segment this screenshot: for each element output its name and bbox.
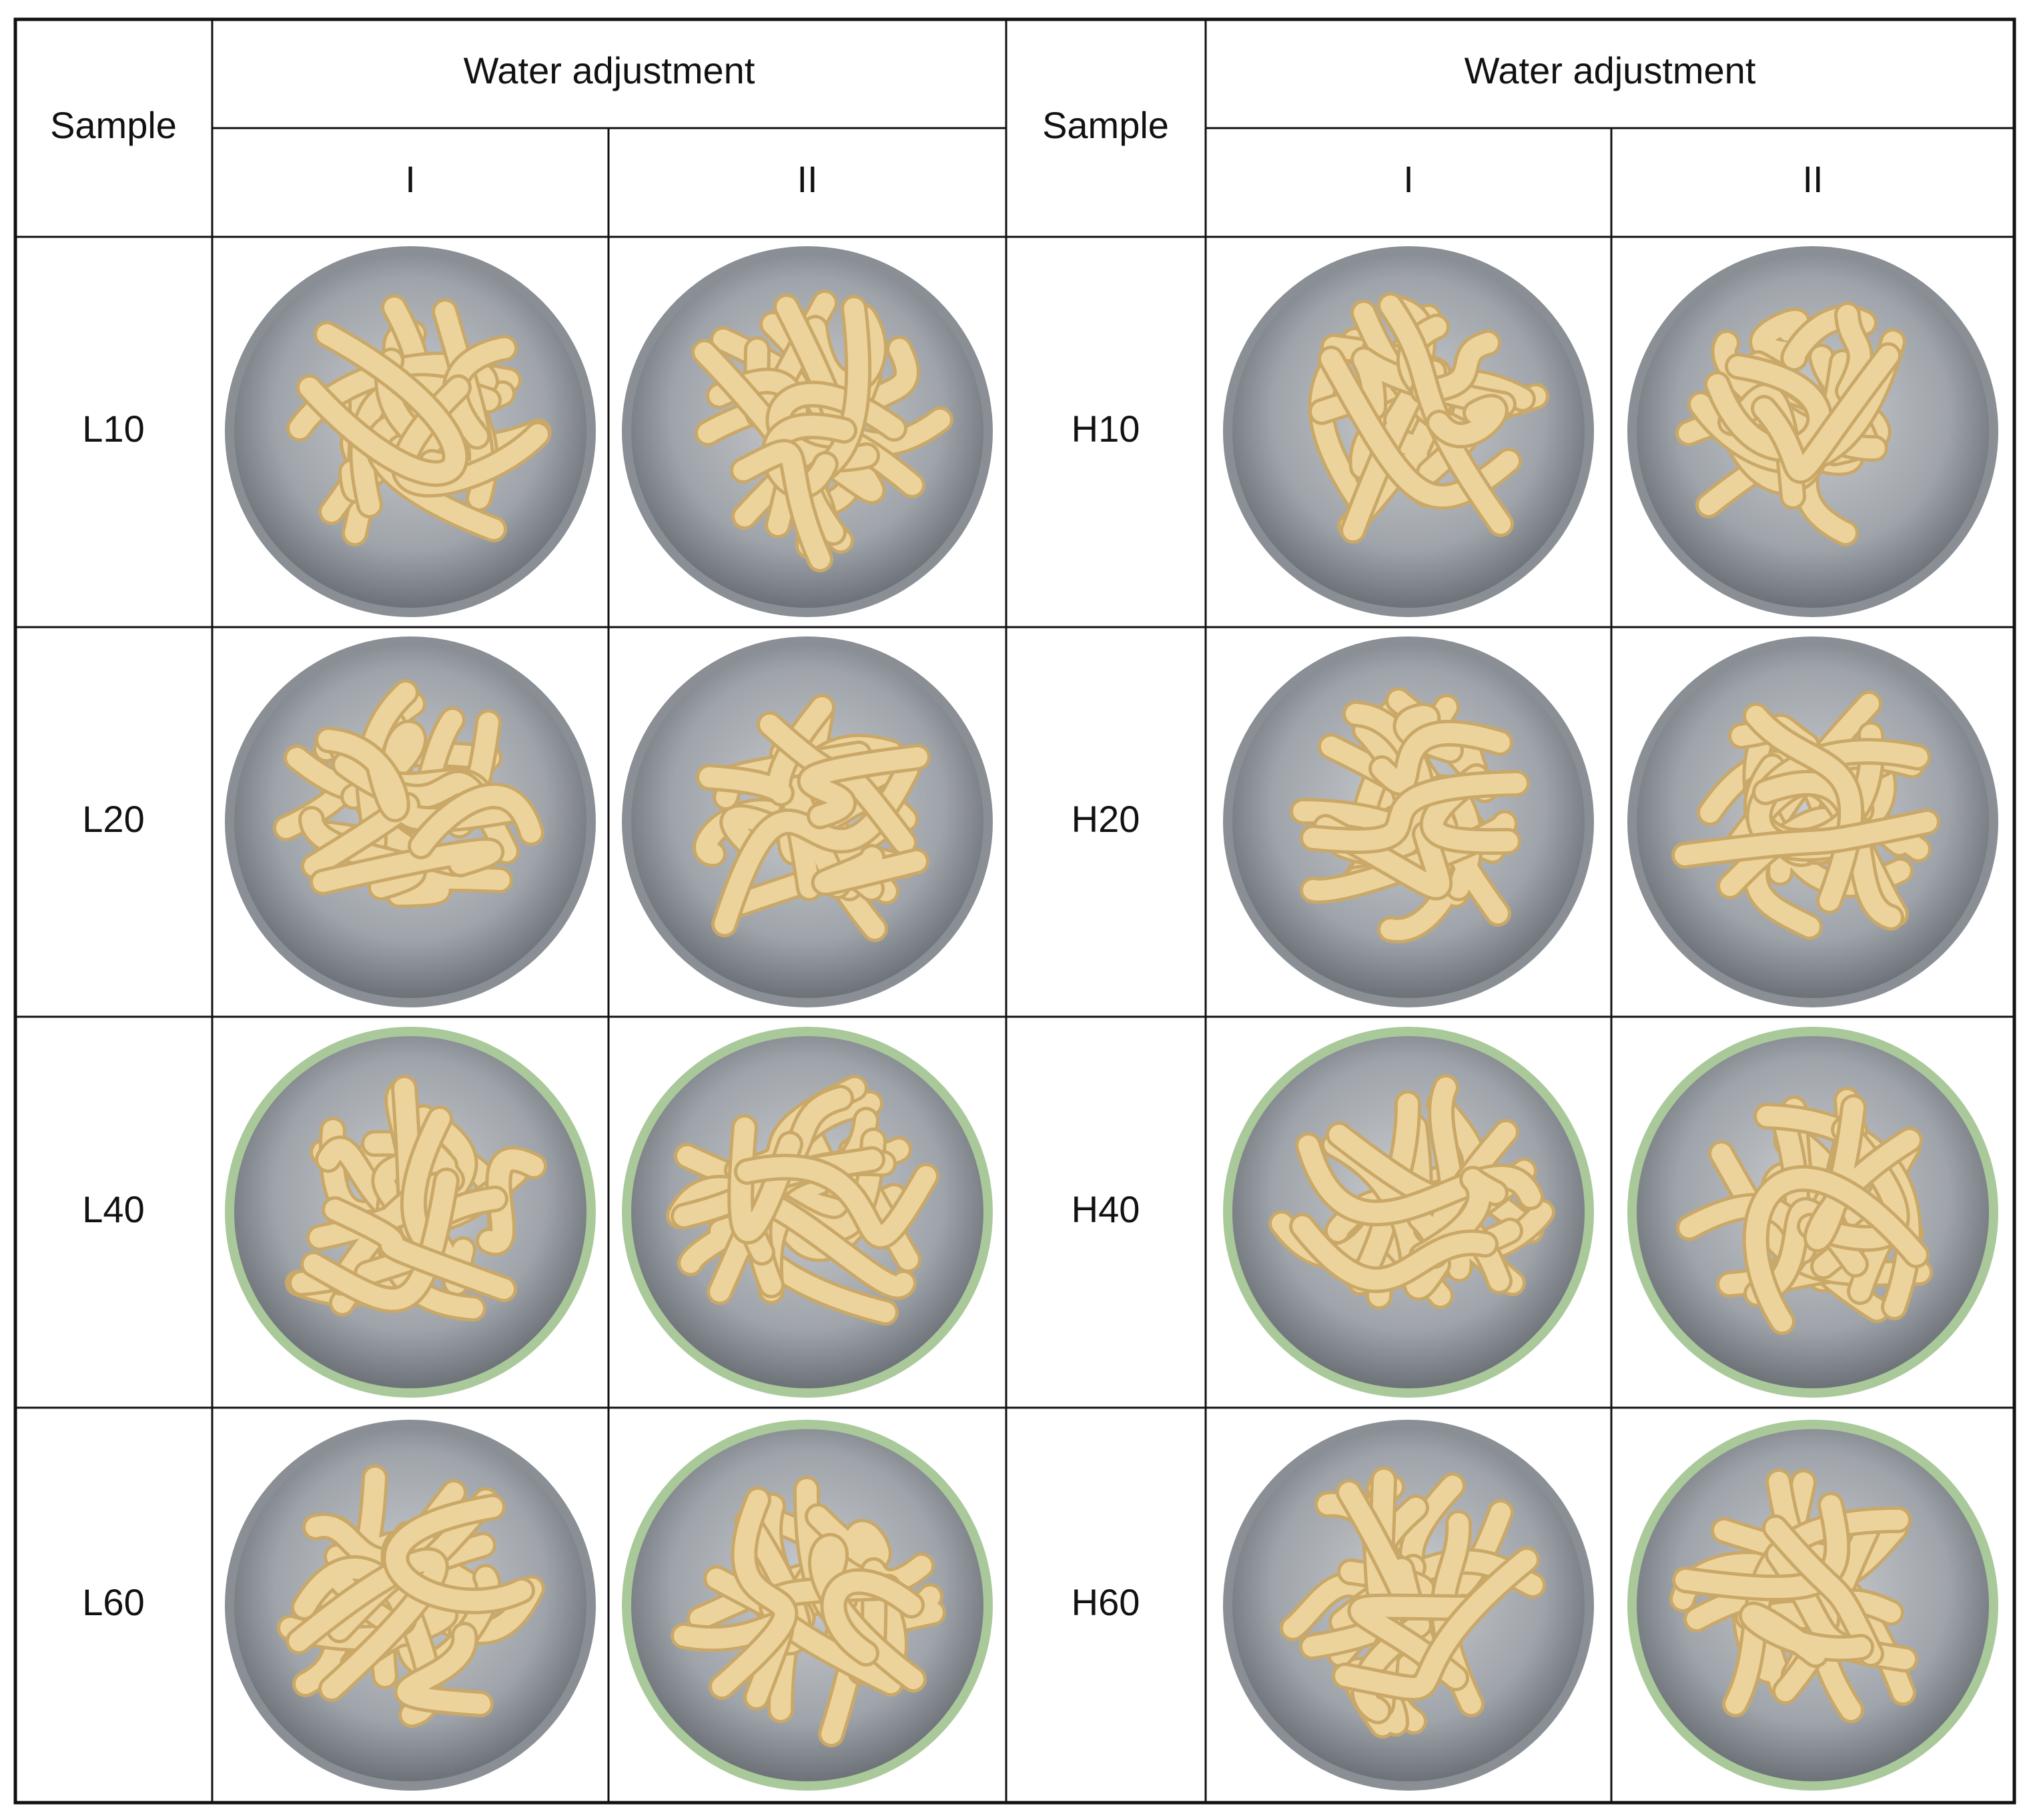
plate-photo <box>1627 246 1998 617</box>
noodle <box>1413 333 1498 401</box>
plate-photo <box>1223 1420 1594 1791</box>
noodle <box>1429 397 1505 446</box>
plate-photo <box>1223 1027 1594 1398</box>
noodle <box>1675 812 1937 865</box>
sample-label: L60 <box>82 1581 144 1623</box>
noodle <box>294 1558 415 1634</box>
plate-photos <box>225 246 1998 1791</box>
noodle <box>445 338 515 446</box>
noodle <box>1335 1550 1537 1699</box>
column-header: II <box>797 158 817 200</box>
plate-photo <box>622 1420 993 1791</box>
noodle <box>712 1490 795 1697</box>
sample-label: L10 <box>82 408 144 450</box>
noodle <box>814 847 926 893</box>
noodle <box>1350 1597 1476 1688</box>
noodle <box>823 1571 921 1663</box>
noodle <box>1372 723 1510 793</box>
sample-label: H10 <box>1072 408 1140 450</box>
noodle <box>1303 773 1527 851</box>
plate-photo <box>1627 636 1998 1007</box>
noodle <box>737 1157 936 1246</box>
noodle <box>800 747 927 826</box>
group-header: Water adjustment <box>1465 49 1756 91</box>
noodle <box>733 442 830 569</box>
column-header: II <box>1802 158 1823 200</box>
noodle <box>386 1497 532 1611</box>
plate-photo <box>622 246 993 617</box>
plate-photo <box>1627 1027 1998 1398</box>
noodle <box>318 730 407 819</box>
plate-photo <box>225 1027 596 1398</box>
noodle <box>304 1171 456 1310</box>
sample-header: Sample <box>1042 104 1169 146</box>
plate-photo <box>225 636 596 1007</box>
noodle <box>289 1550 446 1699</box>
plate-photo <box>1223 636 1594 1007</box>
noodle <box>669 1178 913 1297</box>
noodle <box>1838 305 1870 401</box>
noodle <box>808 1506 889 1569</box>
plate-photo <box>225 246 596 617</box>
noodle <box>1298 1135 1541 1224</box>
sample-label: H20 <box>1072 798 1140 840</box>
sample-label: L20 <box>82 798 144 840</box>
group-header: Water adjustment <box>464 49 755 91</box>
plate-photo <box>622 636 993 1007</box>
noodle <box>300 324 466 484</box>
column-header: I <box>1403 158 1414 200</box>
noodle <box>1765 1518 1881 1664</box>
noodle <box>306 1516 390 1570</box>
plate-photo <box>1223 246 1594 617</box>
plate-photo <box>225 1420 596 1791</box>
sample-label: H60 <box>1072 1581 1140 1623</box>
column-header: I <box>405 158 416 200</box>
table-border <box>13 17 2016 1805</box>
table-grid <box>13 17 2016 1805</box>
noodle <box>1292 1216 1495 1290</box>
noodle <box>1745 1168 1926 1332</box>
sample-label: H40 <box>1072 1188 1140 1230</box>
noodle <box>313 841 502 892</box>
noodle <box>389 868 510 905</box>
sample-label: L40 <box>82 1188 144 1230</box>
noodle <box>715 760 917 934</box>
noodle <box>1354 1615 1429 1721</box>
noodle <box>325 1200 514 1299</box>
noodle <box>411 786 541 856</box>
plate-photo <box>1627 1420 1998 1791</box>
noodle <box>1741 1605 1871 1665</box>
plate-photo <box>622 1027 993 1398</box>
noodle <box>1754 346 1898 480</box>
noodle <box>1380 296 1511 534</box>
noodle <box>397 1625 490 1714</box>
noodle <box>1752 311 1807 362</box>
sample-header: Sample <box>50 104 177 146</box>
